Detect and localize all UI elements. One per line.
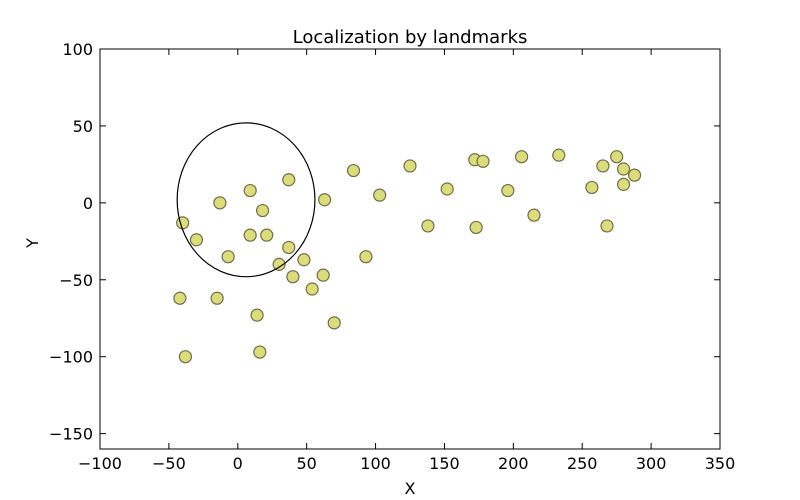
x-axis-label: X — [405, 479, 416, 498]
landmark-point — [297, 253, 311, 267]
landmark-point — [253, 345, 267, 359]
landmark-point — [616, 162, 631, 176]
landmark-point — [373, 188, 387, 202]
landmark-point — [305, 282, 319, 296]
landmark-point — [189, 233, 204, 247]
landmark-point — [527, 208, 541, 222]
x-tick-label: 50 — [296, 454, 316, 473]
landmark-point — [359, 250, 373, 264]
y-tick-label: −100 — [49, 348, 93, 367]
landmark-point — [260, 228, 274, 242]
landmark-point — [317, 193, 332, 207]
landmark-point — [552, 148, 566, 162]
x-tick-label: 300 — [636, 454, 667, 473]
landmark-point — [221, 250, 235, 264]
landmark-point — [282, 240, 296, 255]
landmark-point — [213, 196, 227, 210]
landmark-point — [600, 219, 614, 233]
landmark-point — [243, 228, 257, 242]
landmark-point — [282, 173, 296, 187]
x-tick-label: −100 — [78, 454, 122, 473]
landmark-point — [255, 203, 270, 218]
landmark-point — [596, 159, 610, 173]
y-tick-label: −50 — [59, 271, 93, 290]
axes-layer: −100 −50 0 50 100 150 200 250 300 350 −150 −100 −50 0… — [49, 40, 735, 473]
landmark-point — [616, 177, 631, 191]
landmark-point — [501, 183, 515, 198]
overlay-layer — [176, 122, 316, 278]
landmark-point — [243, 183, 257, 198]
x-tick-label: 250 — [567, 454, 598, 473]
y-tick-label: 0 — [83, 194, 93, 213]
landmark-point — [316, 268, 330, 282]
y-tick-label: −150 — [49, 425, 93, 444]
landmark-point — [178, 350, 193, 364]
x-tick-label: 350 — [705, 454, 736, 473]
points-layer — [173, 148, 642, 364]
landmark-point — [440, 182, 454, 196]
x-tick-label: 0 — [233, 454, 243, 473]
landmark-point — [272, 257, 286, 271]
landmark-point — [173, 291, 187, 305]
x-tick-label: 100 — [360, 454, 391, 473]
landmark-point — [403, 159, 417, 173]
plot-frame — [99, 48, 721, 450]
landmark-point — [327, 316, 341, 330]
landmark-point — [421, 219, 435, 233]
landmark-point — [210, 291, 224, 305]
landmark-point — [514, 150, 529, 164]
landmark-point — [610, 150, 624, 164]
landmark-point — [346, 163, 361, 178]
landmark-point — [585, 180, 599, 195]
y-tick-label: 50 — [73, 117, 93, 136]
landmark-point — [250, 308, 264, 322]
landmark-point — [476, 154, 490, 168]
landmark-point — [627, 168, 642, 182]
landmark-point — [176, 216, 190, 230]
x-tick-label: 200 — [498, 454, 529, 473]
uncertainty-ellipse — [176, 122, 316, 278]
x-tick-label: 150 — [429, 454, 460, 473]
chart-title: Localization by landmarks — [293, 27, 528, 48]
y-tick-label: 100 — [62, 40, 93, 59]
landmark-point — [286, 270, 300, 284]
y-axis-label: Y — [23, 238, 42, 249]
x-tick-label: −50 — [152, 454, 186, 473]
landmark-point — [469, 220, 483, 235]
